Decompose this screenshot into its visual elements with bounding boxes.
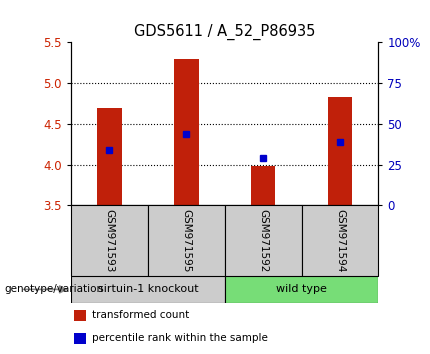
Bar <box>174 59 199 205</box>
Bar <box>148 205 224 276</box>
Bar <box>224 276 378 303</box>
Text: GSM971595: GSM971595 <box>181 209 191 272</box>
Text: sirtuin-1 knockout: sirtuin-1 knockout <box>98 284 198 295</box>
Text: transformed count: transformed count <box>92 310 190 320</box>
Bar <box>301 205 378 276</box>
Text: wild type: wild type <box>276 284 327 295</box>
Bar <box>71 205 148 276</box>
Title: GDS5611 / A_52_P86935: GDS5611 / A_52_P86935 <box>134 23 315 40</box>
Text: percentile rank within the sample: percentile rank within the sample <box>92 333 268 343</box>
Text: genotype/variation: genotype/variation <box>4 284 104 295</box>
Bar <box>71 276 224 303</box>
Bar <box>224 205 301 276</box>
Text: GSM971594: GSM971594 <box>335 209 345 272</box>
Text: GSM971592: GSM971592 <box>258 209 268 272</box>
Bar <box>74 309 86 321</box>
Bar <box>97 108 122 205</box>
Bar <box>328 97 352 205</box>
Bar <box>74 333 86 344</box>
Bar <box>251 166 275 205</box>
Text: GSM971593: GSM971593 <box>104 209 114 272</box>
